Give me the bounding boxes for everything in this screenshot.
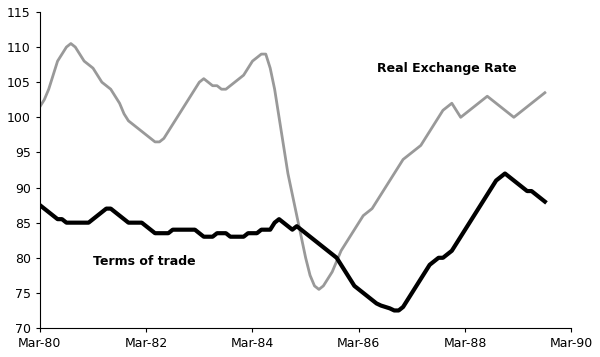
Text: Real Exchange Rate: Real Exchange Rate: [377, 62, 516, 75]
Text: Terms of trade: Terms of trade: [93, 255, 196, 268]
